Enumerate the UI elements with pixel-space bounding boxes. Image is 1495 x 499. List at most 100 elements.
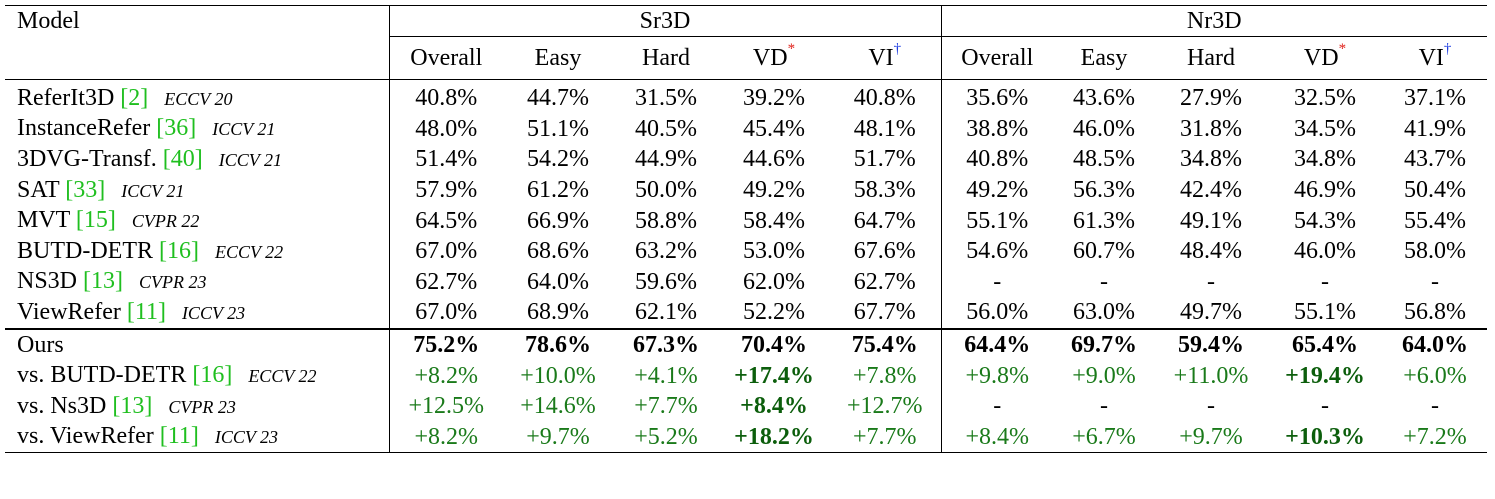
model-name: BUTD-DETR bbox=[17, 237, 153, 264]
value-cell: +5.2% bbox=[613, 421, 719, 454]
value-cell: 46.0% bbox=[1073, 115, 1135, 142]
value-cell: 49.7% bbox=[1180, 299, 1242, 326]
table-row: SAT [33] ICCV 21 57.9% 61.2% 50.0% 49.2% 58.3%… bbox=[5, 174, 1487, 206]
value-cell: - bbox=[1431, 268, 1439, 295]
value-cell: 51.4% bbox=[388, 144, 503, 175]
value-cell: +9.7% bbox=[1155, 421, 1267, 454]
value-cell: +17.4% bbox=[734, 362, 814, 389]
value-cell: +8.2% bbox=[388, 421, 503, 454]
value-cell: 51.1% bbox=[527, 115, 589, 142]
value-cell: 32.5% bbox=[1294, 85, 1356, 112]
model-name-cell: vs. Ns3D [13] CVPR 23 bbox=[5, 391, 389, 422]
asterisk-mark: * bbox=[787, 41, 796, 57]
value-cell: 63.0% bbox=[1073, 299, 1135, 326]
value-cell: 62.7% bbox=[388, 266, 503, 298]
value-cell: +7.7% bbox=[829, 421, 941, 454]
value-cell: +8.2% bbox=[388, 360, 503, 391]
value-cell: 55.4% bbox=[1404, 207, 1466, 234]
model-name: NS3D bbox=[17, 268, 78, 295]
value-cell: 63.2% bbox=[635, 238, 697, 265]
value-cell: 67.6% bbox=[853, 238, 916, 265]
value-cell: 62.7% bbox=[853, 268, 916, 295]
model-name-cell: ViewRefer [11] ICCV 23 bbox=[5, 297, 389, 329]
value-cell: 46.0% bbox=[1294, 238, 1356, 265]
value-cell: 75.2% bbox=[388, 327, 503, 361]
col-header-label: Easy bbox=[534, 45, 582, 71]
table-row: ViewRefer [11] ICCV 23 67.0% 68.9% 62.1% 52.2… bbox=[5, 297, 1487, 329]
value-cell: 40.8% bbox=[388, 79, 503, 114]
asterisk-mark: * bbox=[1338, 41, 1347, 57]
value-cell: +7.2% bbox=[1383, 421, 1487, 454]
col-header-label: VD bbox=[752, 45, 788, 71]
value-cell: 40.8% bbox=[853, 85, 916, 112]
model-name: MVT bbox=[17, 207, 70, 234]
value-cell: 59.4% bbox=[1155, 327, 1267, 361]
citation-link: [11] bbox=[126, 298, 166, 325]
value-cell: 31.5% bbox=[635, 85, 697, 112]
venue-label: ICCV 23 bbox=[214, 427, 279, 448]
value-cell: 67.7% bbox=[853, 299, 916, 326]
value-cell: 44.9% bbox=[635, 146, 697, 173]
col-header-nr3d-vi: VI† bbox=[1383, 36, 1487, 80]
model-name: SAT bbox=[17, 176, 60, 203]
col-header-nr3d-overall: Overall bbox=[940, 36, 1053, 80]
citation-link: [13] bbox=[112, 392, 153, 419]
value-cell: +7.8% bbox=[852, 362, 917, 389]
col-header-label: VI bbox=[868, 45, 894, 71]
value-cell: 48.4% bbox=[1180, 238, 1242, 265]
header-group-row: Model Sr3D Nr3D bbox=[5, 5, 1487, 37]
col-header-sr3d-overall: Overall bbox=[388, 36, 503, 80]
value-cell: 44.6% bbox=[743, 146, 805, 173]
model-name-cell: SAT [33] ICCV 21 bbox=[5, 175, 389, 206]
value-cell: 37.1% bbox=[1404, 85, 1466, 112]
value-cell: 40.8% bbox=[940, 144, 1053, 175]
value-cell: +14.6% bbox=[520, 393, 596, 420]
value-cell: 65.4% bbox=[1267, 327, 1383, 361]
model-name: 3DVG-Transf. bbox=[17, 145, 157, 172]
value-cell: - bbox=[1431, 393, 1439, 420]
results-table: Model Sr3D Nr3D Overall Easy Hard VD* VI† Ove… bbox=[5, 5, 1487, 454]
table-row: vs. ViewRefer [11] ICCV 23 +8.2% +9.7% +5.2%… bbox=[5, 421, 1487, 454]
col-header-label: VI bbox=[1418, 45, 1444, 71]
citation-link: [36] bbox=[156, 115, 197, 142]
table-row: vs. BUTD-DETR [16] ECCV 22 +8.2% +10.0% +4.1… bbox=[5, 360, 1487, 391]
value-cell: - bbox=[940, 390, 1053, 422]
dagger-mark: † bbox=[1443, 41, 1452, 57]
venue-label: CVPR 23 bbox=[168, 396, 236, 417]
group-header-nr3d: Nr3D bbox=[940, 5, 1487, 37]
col-header-label: Hard bbox=[1187, 45, 1235, 71]
col-header-sr3d-vi: VI† bbox=[829, 36, 941, 80]
value-cell: 53.0% bbox=[743, 238, 805, 265]
citation-link: [13] bbox=[83, 268, 123, 295]
col-header-nr3d-easy: Easy bbox=[1053, 36, 1155, 80]
model-name: vs. ViewRefer bbox=[17, 423, 154, 450]
value-cell: 54.3% bbox=[1294, 207, 1356, 234]
citation-link: [11] bbox=[159, 423, 199, 450]
value-cell: +12.7% bbox=[846, 393, 923, 420]
value-cell: - bbox=[1207, 393, 1215, 420]
model-name-cell: BUTD-DETR [16] ECCV 22 bbox=[5, 236, 389, 267]
value-cell: 58.0% bbox=[1404, 238, 1466, 265]
col-header-nr3d-hard: Hard bbox=[1155, 36, 1267, 80]
value-cell: 58.8% bbox=[635, 207, 697, 234]
venue-label: CVPR 23 bbox=[139, 272, 207, 293]
value-cell: - bbox=[1321, 268, 1329, 295]
value-cell: 40.5% bbox=[635, 115, 697, 142]
value-cell: 54.2% bbox=[527, 146, 589, 173]
col-header-label: Hard bbox=[642, 45, 690, 71]
value-cell: 64.4% bbox=[940, 327, 1053, 361]
model-name: vs. Ns3D bbox=[17, 392, 107, 419]
value-cell: +11.0% bbox=[1173, 362, 1249, 389]
table-row: 3DVG-Transf. [40] ICCV 21 51.4% 54.2% 44.9% 4… bbox=[5, 144, 1487, 175]
value-cell: 50.4% bbox=[1404, 177, 1466, 204]
citation-link: [2] bbox=[120, 84, 149, 111]
value-cell: 68.6% bbox=[527, 238, 589, 265]
col-header-sr3d-easy: Easy bbox=[503, 36, 613, 80]
model-name-cell: InstanceRefer [36] ICCV 21 bbox=[5, 114, 389, 145]
value-cell: +8.4% bbox=[740, 393, 808, 420]
model-name-cell: Ours bbox=[5, 327, 389, 361]
value-cell: 78.6% bbox=[503, 327, 613, 361]
value-cell: 59.6% bbox=[635, 268, 697, 295]
model-name: InstanceRefer bbox=[17, 115, 151, 142]
table-row: InstanceRefer [36] ICCV 21 48.0% 51.1% 40.5%… bbox=[5, 113, 1487, 145]
